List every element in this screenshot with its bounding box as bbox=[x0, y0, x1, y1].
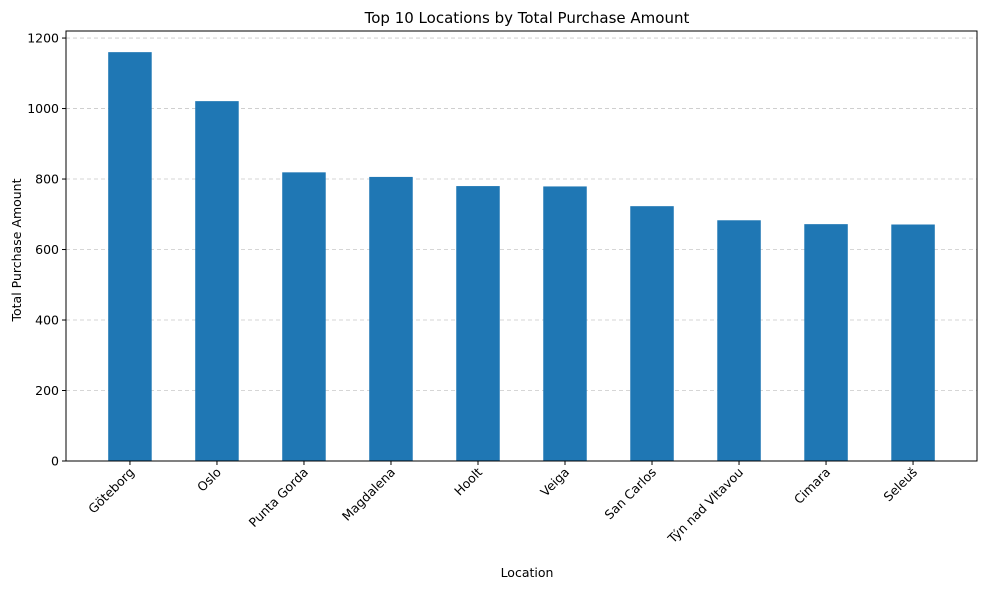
x-axis-label: Location bbox=[501, 565, 554, 580]
bar bbox=[369, 176, 413, 461]
y-axis-label: Total Purchase Amount bbox=[9, 178, 24, 322]
bar bbox=[717, 220, 761, 461]
y-tick-label: 200 bbox=[35, 383, 59, 398]
y-axis: 0 200 400 600 800 1000 1200 bbox=[27, 31, 66, 469]
bar bbox=[456, 186, 500, 461]
bar bbox=[630, 206, 674, 461]
bar bbox=[282, 172, 326, 461]
plot-frame bbox=[65, 30, 978, 462]
chart-title: Top 10 Locations by Total Purchase Amoun… bbox=[364, 9, 690, 27]
y-tick-label: 1000 bbox=[27, 101, 59, 116]
bar bbox=[108, 52, 152, 461]
y-tick-label: 1200 bbox=[27, 31, 59, 46]
bar bbox=[804, 224, 848, 461]
y-tick-label: 0 bbox=[51, 454, 59, 469]
y-tick-label: 800 bbox=[35, 172, 59, 187]
bar bbox=[543, 186, 587, 461]
bar bbox=[195, 101, 239, 461]
y-tick-label: 400 bbox=[35, 313, 59, 328]
bar bbox=[891, 224, 935, 461]
bar-layer bbox=[108, 52, 935, 461]
y-tick-label: 600 bbox=[35, 242, 59, 257]
